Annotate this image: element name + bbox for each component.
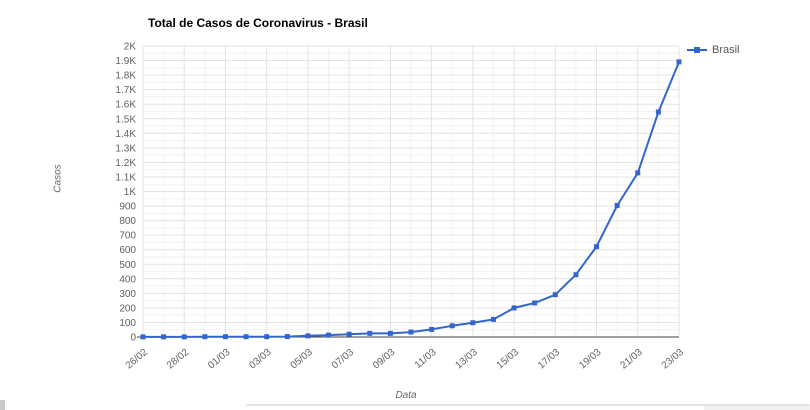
y-axis-title: Casos bbox=[52, 164, 64, 193]
x-tick-label: 11/03 bbox=[413, 347, 439, 371]
data-point[interactable] bbox=[408, 329, 414, 335]
data-point[interactable] bbox=[264, 334, 270, 340]
x-tick-label: 26/02 bbox=[124, 347, 151, 372]
y-tick-label: 600 bbox=[119, 245, 136, 256]
data-point[interactable] bbox=[326, 332, 332, 338]
x-tick-label: 19/03 bbox=[577, 347, 604, 372]
x-tick-label: 03/03 bbox=[247, 347, 274, 372]
x-tick-label: 28/02 bbox=[165, 347, 192, 372]
y-tick-label: 1.7K bbox=[115, 85, 136, 96]
x-tick-label: 09/03 bbox=[371, 347, 398, 372]
y-tick-label: 200 bbox=[119, 303, 136, 314]
x-axis-title: Data bbox=[395, 390, 417, 401]
data-point[interactable] bbox=[243, 334, 249, 340]
y-tick-label: 1.9K bbox=[115, 56, 136, 67]
data-point[interactable] bbox=[552, 292, 558, 298]
y-tick-label: 1.8K bbox=[115, 71, 136, 82]
data-point[interactable] bbox=[490, 316, 496, 322]
y-tick-label: 1.6K bbox=[115, 100, 136, 111]
y-tick-label: 700 bbox=[119, 231, 136, 242]
legend-label: Brasil bbox=[712, 44, 740, 56]
y-tick-label: 400 bbox=[119, 274, 136, 285]
legend: Brasil bbox=[687, 44, 740, 56]
y-tick-label: 900 bbox=[119, 202, 136, 213]
chart-title: Total de Casos de Coronavirus - Brasil bbox=[148, 16, 368, 30]
data-point[interactable] bbox=[202, 334, 208, 340]
y-tick-label: 300 bbox=[119, 289, 136, 300]
y-tick-label: 800 bbox=[119, 216, 136, 227]
data-point[interactable] bbox=[387, 330, 393, 336]
data-point[interactable] bbox=[470, 320, 476, 326]
y-tick-label: 100 bbox=[119, 318, 136, 329]
data-point[interactable] bbox=[305, 333, 311, 339]
data-point[interactable] bbox=[676, 59, 682, 65]
data-point[interactable] bbox=[655, 109, 661, 115]
y-tick-label: 1K bbox=[124, 187, 137, 198]
y-tick-label: 1.5K bbox=[115, 114, 136, 125]
y-tick-label: 1.1K bbox=[115, 172, 136, 183]
data-point[interactable] bbox=[222, 334, 228, 340]
data-point[interactable] bbox=[449, 323, 455, 329]
x-tick-label: 01/03 bbox=[206, 347, 233, 372]
data-point[interactable] bbox=[635, 170, 641, 176]
data-point[interactable] bbox=[614, 202, 620, 208]
scrollbar-fragment[interactable] bbox=[0, 400, 5, 410]
data-point[interactable] bbox=[532, 300, 538, 306]
x-tick-label: 13/03 bbox=[454, 347, 481, 372]
scrollbar-thumb[interactable] bbox=[704, 406, 810, 410]
y-tick-label: 0 bbox=[130, 333, 136, 344]
y-tick-label: 1.4K bbox=[115, 129, 136, 140]
data-point[interactable] bbox=[573, 272, 579, 278]
x-tick-label: 15/03 bbox=[495, 347, 522, 372]
legend-point-icon bbox=[694, 47, 700, 53]
data-point[interactable] bbox=[367, 330, 373, 336]
x-tick-label: 21/03 bbox=[618, 347, 645, 372]
data-point[interactable] bbox=[161, 334, 167, 340]
y-tick-label: 1.2K bbox=[115, 158, 136, 169]
y-tick-label: 2K bbox=[124, 42, 137, 53]
data-point[interactable] bbox=[594, 244, 600, 250]
data-point[interactable] bbox=[429, 326, 435, 332]
legend-line-swatch bbox=[687, 47, 707, 53]
scrollbar-track[interactable] bbox=[246, 404, 810, 406]
y-tick-label: 500 bbox=[119, 260, 136, 271]
data-point[interactable] bbox=[284, 334, 290, 340]
x-tick-label: 05/03 bbox=[289, 347, 316, 372]
y-tick-label: 1.3K bbox=[115, 143, 136, 154]
x-tick-label: 17/03 bbox=[536, 347, 563, 372]
data-point[interactable] bbox=[181, 334, 187, 340]
x-tick-label: 23/03 bbox=[660, 347, 687, 372]
data-point[interactable] bbox=[511, 305, 517, 311]
data-point[interactable] bbox=[346, 331, 352, 337]
x-tick-label: 07/03 bbox=[330, 347, 357, 372]
data-point[interactable] bbox=[140, 334, 146, 340]
